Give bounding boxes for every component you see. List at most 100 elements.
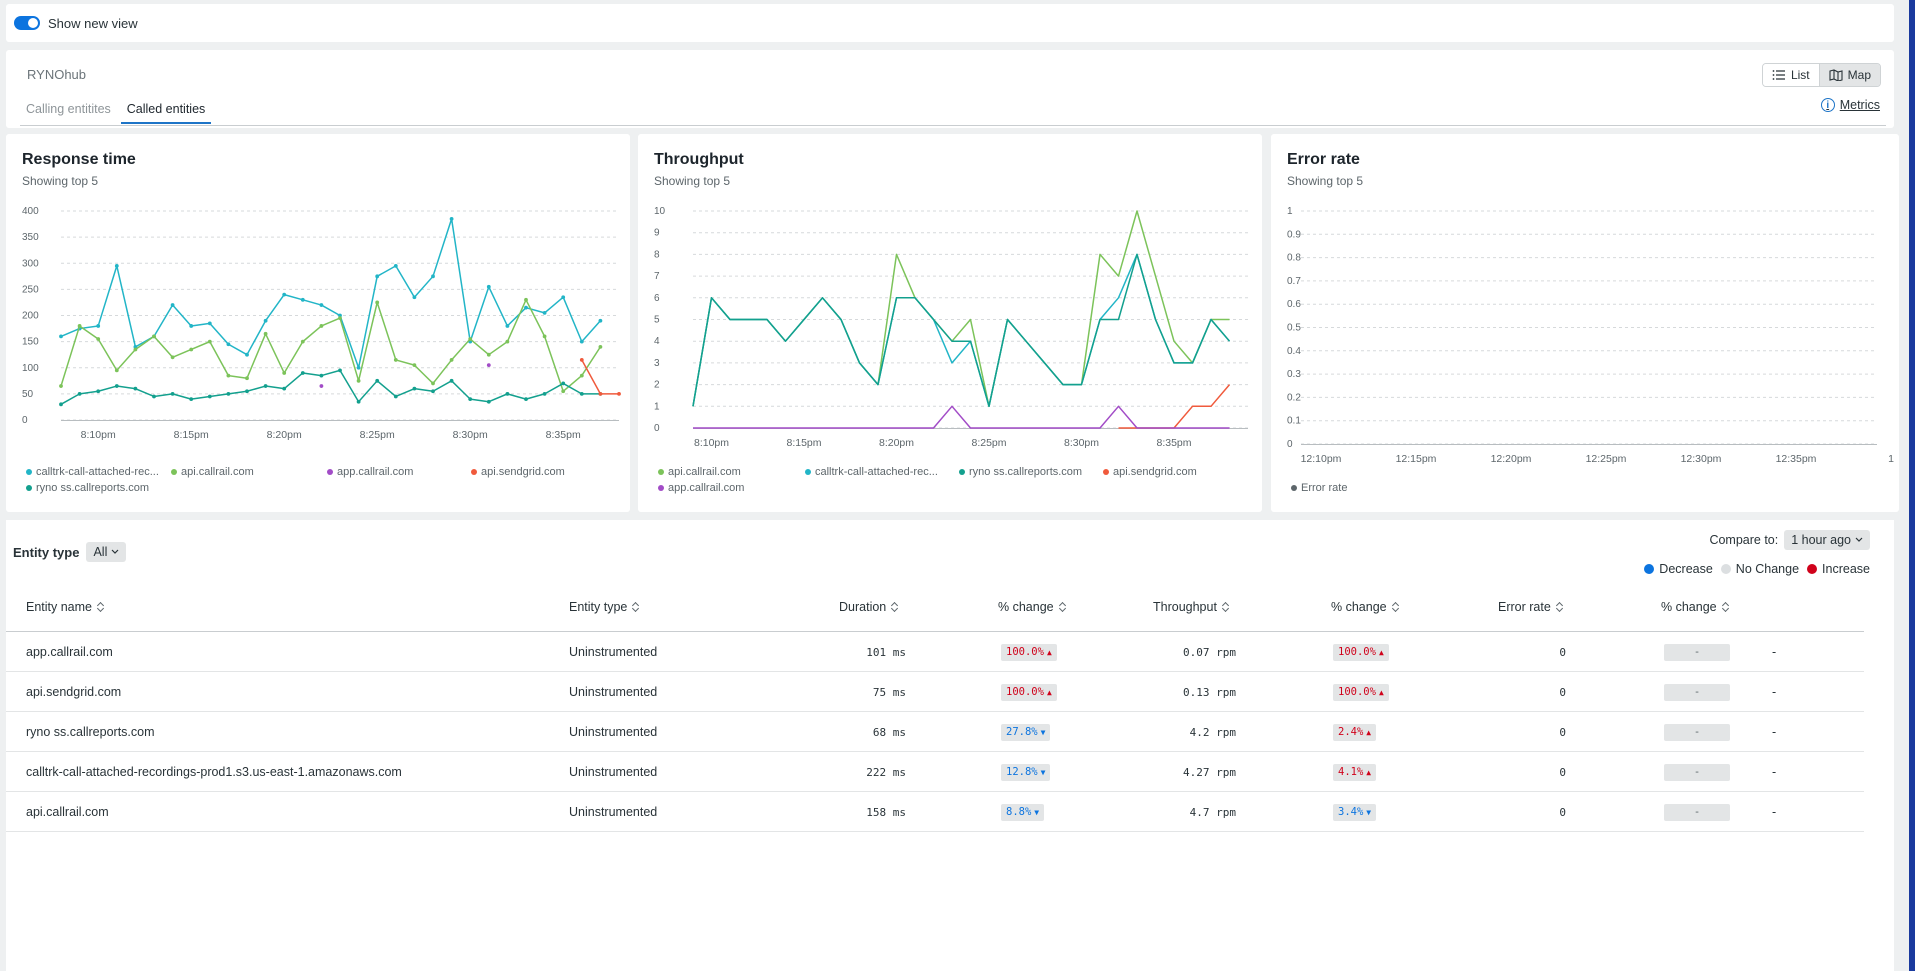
compare-select[interactable]: 1 hour ago <box>1784 530 1870 550</box>
legend-item[interactable]: api.sendgrid.com <box>1103 466 1197 478</box>
table-row[interactable]: api.callrail.com Uninstrumented 158 ms 4.7 … <box>6 792 1864 832</box>
throughput-change-cell: 2.4% ▲ <box>1333 712 1377 752</box>
error-change-badge: - <box>1664 763 1730 781</box>
table-row[interactable]: app.callrail.com Uninstrumented 101 ms 0.07… <box>6 632 1864 672</box>
data-point <box>152 334 156 339</box>
sort-icon <box>97 601 105 613</box>
col-error-change[interactable]: % change <box>1661 600 1730 614</box>
y-tick-label: 0 <box>654 423 660 434</box>
data-point <box>393 394 398 399</box>
legend-item[interactable]: ryno ss.callreports.com <box>26 482 149 494</box>
duration-change-cell: 12.8% ▼ <box>1001 752 1051 792</box>
response-time-chart[interactable]: 0 50 100 150 200 250 300 350 400 8:10pm 8:15pm 8:20… <box>6 134 630 464</box>
error-rate-chart[interactable]: 0 0.1 0.2 0.3 0.4 0.5 0.6 0.7 0.8 0.9 1 12:10pm 12:1… <box>1271 134 1899 464</box>
legend-item[interactable]: Error rate <box>1291 482 1347 494</box>
data-point <box>617 391 621 396</box>
app-title: RYNOhub <box>27 67 87 82</box>
chevron-down-icon <box>111 549 119 554</box>
y-tick-label: 0.3 <box>1287 369 1301 380</box>
map-view-button[interactable]: Map <box>1819 64 1880 86</box>
throughput-cell: 4.2 rpm <box>1189 725 1236 739</box>
data-point <box>486 363 491 368</box>
trailing-cell: - <box>1772 645 1777 659</box>
compare-value: 1 hour ago <box>1791 533 1851 547</box>
data-point <box>170 355 175 360</box>
legend-item[interactable]: calltrk-call-attached-rec... <box>805 466 938 478</box>
info-icon: i <box>1820 98 1835 112</box>
sort-icon <box>1059 601 1067 613</box>
data-point <box>356 378 361 383</box>
legend-item[interactable]: calltrk-call-attached-rec... <box>26 466 159 478</box>
x-tick-label: 12:20pm <box>1491 453 1532 464</box>
legend-item[interactable]: app.callrail.com <box>658 482 744 494</box>
error-change-badge: - <box>1664 643 1730 661</box>
col-entity-name[interactable]: Entity name <box>26 600 105 614</box>
duration-cell: 68 ms <box>872 725 906 739</box>
col-throughput-change[interactable]: % change <box>1331 600 1400 614</box>
throughput-chart[interactable]: 0 1 2 3 4 5 6 7 8 9 10 8:10pm 8:15pm 8:20pm 8:25pm 8:30… <box>638 134 1262 464</box>
tab-calling-entities[interactable]: Calling entitites <box>26 102 111 116</box>
data-point <box>579 373 584 378</box>
x-tick-label: 12:15pm <box>1396 453 1437 464</box>
decrease-arrow-icon: ▼ <box>1366 807 1372 817</box>
trailing-cell: - <box>1772 765 1777 779</box>
legend-item[interactable]: app.callrail.com <box>327 466 413 478</box>
data-point <box>375 300 380 305</box>
throughput-change-badge: 4.1% ▲ <box>1333 763 1377 781</box>
legend-item[interactable]: api.sendgrid.com <box>471 466 565 478</box>
x-tick-label: 8:15pm <box>174 429 209 441</box>
duration-change-cell: 100.0% ▲ <box>1001 632 1057 672</box>
y-tick-label: 4 <box>654 336 660 347</box>
sort-icon <box>891 601 899 613</box>
legend-item[interactable]: api.callrail.com <box>658 466 741 478</box>
data-point <box>561 381 566 386</box>
legend-item[interactable]: ryno ss.callreports.com <box>959 466 1082 478</box>
error-change-cell: - <box>1664 672 1730 712</box>
list-view-button[interactable]: List <box>1762 64 1820 86</box>
col-duration-change[interactable]: % change <box>998 600 1067 614</box>
y-tick-label: 8 <box>654 249 660 260</box>
col-entity-type[interactable]: Entity type <box>569 600 640 614</box>
entity-type-label: Entity type <box>13 544 80 560</box>
legend-item[interactable]: api.callrail.com <box>171 466 254 478</box>
data-point <box>393 263 398 268</box>
col-error-rate-label: Error rate <box>1498 600 1551 614</box>
page-scrollbar[interactable] <box>1909 0 1915 971</box>
legend-swatch <box>26 469 32 475</box>
data-point <box>319 384 324 388</box>
duration-change-value: 8.8% <box>1006 806 1032 818</box>
show-new-view-toggle[interactable] <box>14 16 40 30</box>
key-increase-label: Increase <box>1822 562 1870 576</box>
data-point <box>356 365 361 370</box>
y-tick-label: 50 <box>22 389 34 400</box>
col-error-rate[interactable]: Error rate <box>1498 600 1564 614</box>
data-point <box>189 397 194 401</box>
table-row[interactable]: ryno ss.callreports.com Uninstrumented 68 … <box>6 712 1864 752</box>
duration-cell: 101 ms <box>866 645 906 659</box>
series-line <box>581 359 619 395</box>
data-point <box>561 389 566 394</box>
table-row[interactable]: api.sendgrid.com Uninstrumented 75 ms 0.13 … <box>6 672 1864 712</box>
table-row[interactable]: calltrk-call-attached-recordings-prod1.s… <box>6 752 1864 792</box>
increase-arrow-icon: ▲ <box>1378 687 1384 697</box>
header-divider <box>6 631 1864 632</box>
tab-called-entities[interactable]: Called entities <box>120 102 212 124</box>
entity-type-select[interactable]: All <box>86 542 127 562</box>
legend-swatch <box>658 485 664 491</box>
legend-swatch <box>1291 485 1297 491</box>
y-tick-label: 7 <box>654 271 660 282</box>
error-rate-cell: 0 <box>1559 765 1566 779</box>
x-tick-label: 8:25pm <box>360 429 395 441</box>
list-view-label: List <box>1790 68 1810 82</box>
metrics-link[interactable]: i Metrics <box>1820 98 1880 112</box>
data-point <box>449 378 454 383</box>
legend-swatch <box>327 469 333 475</box>
data-point <box>300 297 305 302</box>
duration-change-value: 100.0% <box>1006 646 1044 658</box>
data-point <box>263 384 268 388</box>
duration-change-badge: 27.8% ▼ <box>1001 723 1051 741</box>
key-increase: Increase <box>1807 562 1870 576</box>
increase-arrow-icon: ▲ <box>1046 647 1052 657</box>
col-throughput[interactable]: Throughput <box>1153 600 1230 614</box>
col-duration[interactable]: Duration <box>839 600 899 614</box>
